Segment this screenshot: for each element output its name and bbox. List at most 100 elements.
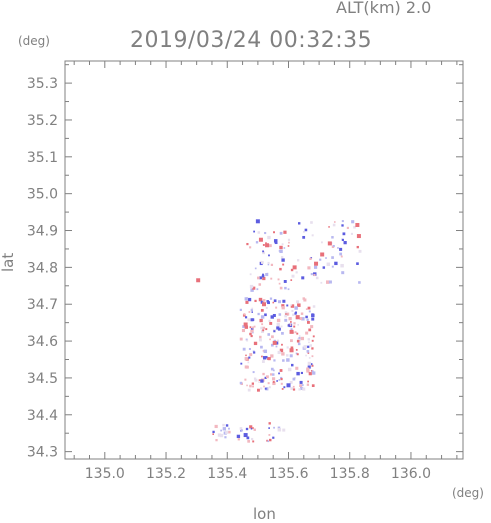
data-point xyxy=(249,326,252,329)
data-point xyxy=(311,370,314,373)
data-point xyxy=(243,313,246,316)
data-point xyxy=(222,427,227,431)
data-point xyxy=(300,336,305,341)
data-point xyxy=(297,342,301,346)
data-point xyxy=(287,367,292,372)
y-tick-label: 35.2 xyxy=(27,113,58,129)
data-point xyxy=(261,323,264,326)
data-point xyxy=(259,318,263,323)
data-point xyxy=(253,325,256,328)
data-point xyxy=(253,230,256,233)
data-point xyxy=(247,439,251,443)
data-point xyxy=(273,330,276,333)
data-point xyxy=(225,424,229,427)
data-point xyxy=(278,300,281,304)
data-point xyxy=(296,353,299,356)
data-point xyxy=(337,247,339,249)
data-point xyxy=(262,302,266,307)
data-point xyxy=(343,241,347,245)
axis-ticks xyxy=(65,61,463,459)
data-point xyxy=(303,298,307,302)
data-point xyxy=(286,354,289,357)
data-point xyxy=(255,241,259,244)
x-tick-label: 135.0 xyxy=(85,466,125,482)
data-point xyxy=(288,241,290,244)
data-point xyxy=(296,300,300,304)
data-point xyxy=(280,382,283,385)
data-point xyxy=(301,317,305,321)
data-point xyxy=(311,317,315,321)
data-point xyxy=(292,265,297,270)
data-point xyxy=(341,238,344,242)
y-tick-label: 34.6 xyxy=(27,334,58,350)
data-point xyxy=(268,386,271,389)
data-point xyxy=(244,357,248,361)
data-point xyxy=(294,312,297,315)
data-point xyxy=(268,244,272,248)
data-point xyxy=(248,356,251,359)
data-point xyxy=(289,380,293,384)
data-point xyxy=(297,222,301,225)
data-point xyxy=(289,348,294,353)
data-point xyxy=(293,325,296,328)
data-point xyxy=(261,355,263,358)
data-point xyxy=(283,230,287,234)
data-point xyxy=(281,258,285,262)
data-point xyxy=(267,357,271,361)
data-point xyxy=(263,349,267,354)
data-point xyxy=(310,363,313,366)
data-point xyxy=(291,363,294,367)
data-point xyxy=(296,332,299,335)
data-point xyxy=(305,331,309,335)
data-point xyxy=(286,304,289,307)
data-point xyxy=(310,370,313,372)
data-point xyxy=(265,273,269,277)
data-point xyxy=(212,433,214,435)
data-point xyxy=(277,426,281,430)
data-point xyxy=(244,378,247,381)
data-point xyxy=(272,380,275,383)
data-point xyxy=(214,424,218,429)
data-point xyxy=(293,322,296,325)
data-point xyxy=(262,250,264,253)
data-point xyxy=(240,429,243,432)
x-tick-label: 135.8 xyxy=(330,466,370,482)
data-point xyxy=(272,369,275,372)
data-point xyxy=(281,331,284,335)
data-point xyxy=(307,365,311,369)
data-point xyxy=(257,312,260,316)
x-unit-label: (deg) xyxy=(452,486,484,500)
data-point xyxy=(246,384,248,387)
data-point xyxy=(212,430,215,434)
data-point xyxy=(287,288,290,291)
data-point xyxy=(268,427,270,429)
data-point xyxy=(244,316,248,319)
data-point xyxy=(284,286,287,290)
data-point xyxy=(260,261,264,264)
data-point xyxy=(281,304,285,308)
data-point xyxy=(315,276,319,280)
data-point xyxy=(264,231,267,235)
data-point xyxy=(268,422,271,425)
data-point xyxy=(356,245,359,249)
data-point xyxy=(327,241,332,246)
data-point xyxy=(279,231,283,235)
data-point xyxy=(265,387,269,391)
data-point xyxy=(247,318,251,322)
data-point xyxy=(269,373,273,376)
data-point xyxy=(283,247,286,249)
data-point xyxy=(304,228,308,232)
data-point xyxy=(284,313,288,316)
data-point xyxy=(290,304,293,306)
data-point xyxy=(270,315,274,319)
data-point xyxy=(260,345,263,349)
data-point xyxy=(308,341,310,344)
data-point xyxy=(220,429,223,432)
data-point xyxy=(306,318,309,321)
data-point xyxy=(290,387,294,390)
data-point xyxy=(288,317,292,321)
data-point xyxy=(289,354,293,358)
data-point xyxy=(301,384,304,386)
data-point xyxy=(307,338,310,341)
